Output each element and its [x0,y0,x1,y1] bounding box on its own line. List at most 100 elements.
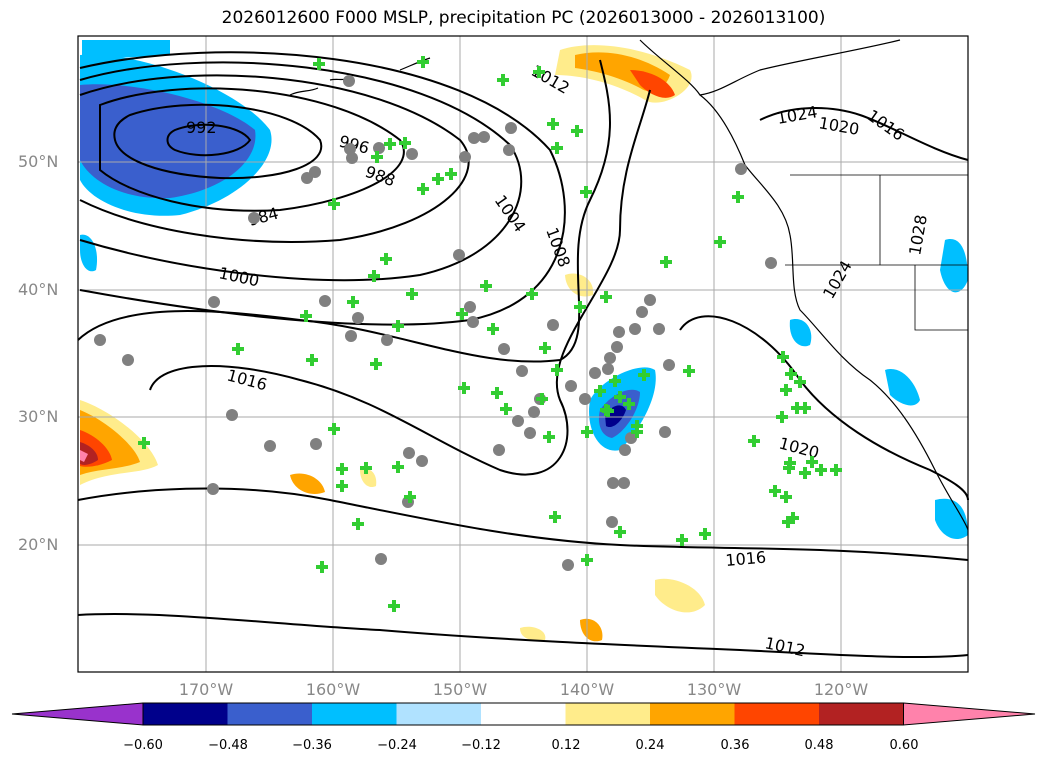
colorbar-tick-label: 0.60 [889,738,919,753]
lat-label: 40°N [18,280,59,299]
colorbar-extend-min [11,702,144,726]
station-circle [319,295,331,307]
station-cross [571,125,583,137]
lat-label: 30°N [18,407,59,426]
precip-positive-area [655,578,705,613]
station-circle [653,323,665,335]
station-cross [138,437,150,449]
coastlines [289,39,969,531]
station-cross [328,423,340,435]
station-cross [491,387,503,399]
station-cross [300,310,312,322]
isobar-label: 1016 [864,106,908,145]
isobar-label: 988 [363,162,398,190]
station-circle [636,306,648,318]
station-circle [659,426,671,438]
station-circle [629,323,641,335]
station-cross [313,58,325,70]
station-circle [122,354,134,366]
station-cross [543,431,555,443]
station-circle [524,427,536,439]
station-cross [794,376,806,388]
colorbar-frame [142,702,904,726]
station-circle [663,359,675,371]
station-circle [346,152,358,164]
station-circle [505,122,517,134]
colorbar-segment [143,703,228,725]
station-cross [780,384,792,396]
precip-positive-area [80,450,88,462]
colorbar-tick-label: 0.24 [635,738,665,753]
station-cross [526,288,538,300]
station-circle [406,148,418,160]
station-circle [226,409,238,421]
isobar [77,487,969,561]
station-cross [815,464,827,476]
station-cross [676,534,688,546]
station-cross [714,236,726,248]
station-cross [602,405,614,417]
station-cross [581,554,593,566]
station-cross [777,351,789,363]
colorbar-extend-max [903,702,1036,726]
colorbar-segment [650,703,735,725]
isobar-label: 1024 [775,102,818,128]
station-cross [445,168,457,180]
isobar-label: 1024 [819,257,856,302]
station-cross [417,56,429,68]
station-cross [551,364,563,376]
station-circle [602,363,614,375]
isobar-label: 1020 [817,113,860,139]
station-circle [528,406,540,418]
station-cross [336,480,348,492]
station-circle [309,166,321,178]
isobar [166,123,252,157]
station-cross [370,358,382,370]
station-circle [607,477,619,489]
station-circle [619,444,631,456]
station-circle [352,312,364,324]
station-cross [732,191,744,203]
station-cross [785,368,797,380]
isobar-label: 1004 [491,191,530,235]
station-circle [579,393,591,405]
precip-negative-area [885,369,920,406]
station-circle [208,296,220,308]
isobar [79,51,566,326]
precip-positive-area [520,626,546,641]
station-cross [787,512,799,524]
station-cross [352,518,364,530]
station-circle [516,365,528,377]
isobar [679,315,969,501]
station-circle [416,455,428,467]
lon-label: 130°W [686,680,742,699]
isobar-label: 1008 [542,225,574,270]
isobar-label: 1000 [217,263,261,290]
station-cross [347,296,359,308]
station-cross [371,151,383,163]
station-cross [594,385,606,397]
station-circle [310,438,322,450]
station-cross [547,118,559,130]
station-cross [699,528,711,540]
graticule [78,36,968,672]
station-circle [264,440,276,452]
lon-label: 170°W [178,680,234,699]
station-circle [589,367,601,379]
station-cross [549,511,561,523]
station-cross [336,463,348,475]
station-circle [512,415,524,427]
isobar-label: 1012 [763,633,807,660]
colorbar-segment [396,703,481,725]
station-cross [316,561,328,573]
station-circle [343,75,355,87]
station-cross [580,186,592,198]
station-cross [533,66,545,78]
station-circle [459,151,471,163]
station-cross [791,402,803,414]
station-markers [94,56,842,612]
lon-label: 120°W [813,680,869,699]
station-cross [551,142,563,154]
station-cross [360,462,372,474]
